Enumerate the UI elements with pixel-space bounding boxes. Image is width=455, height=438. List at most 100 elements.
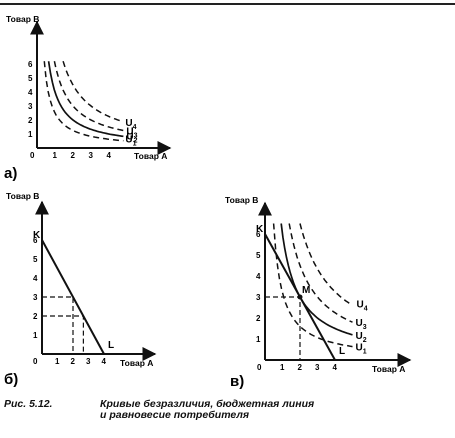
x-tick-label: 2 [71,357,76,366]
x-tick-label: 3 [89,151,94,160]
y-tick-label: 1 [256,335,261,344]
y-tick-label: 2 [33,312,38,321]
panel-a-x-title: Товар А [134,151,167,161]
y-tick-label: 6 [33,236,38,245]
y-tick-label: 6 [256,230,261,239]
panel-c-y-ticks: 1 2 3 4 5 6 [256,230,261,344]
caption-number: Рис. 5.12. [4,398,53,410]
x-tick-label: 1 [280,363,285,372]
indifference-curve [43,61,124,142]
x-tick-label: 2 [71,151,76,160]
panel-c-letter: в) [230,373,244,390]
curve-label: U3 [356,318,367,331]
curve-label-name: U [357,299,364,310]
curve-label-sub: 4 [133,124,137,131]
curve-label: U3 [126,127,137,140]
indifference-curve [47,61,124,138]
curve-label: U4 [357,299,368,312]
x-tick-label: 4 [333,363,338,372]
curve-label-sub: 3 [134,133,138,140]
y-tick-label: 2 [28,116,33,125]
curve-label-sub: 2 [363,337,367,344]
y-tick-label: 1 [28,130,33,139]
guide-line [42,296,74,354]
y-tick-label: 5 [28,74,33,83]
caption-text: Кривые безразличия, бюджетная линия и ра… [100,398,315,421]
guide-line [265,296,301,360]
panel-b-k-label: K [33,230,41,241]
y-tick-label: 1 [33,331,38,340]
panel-c-l-label: L [339,346,345,357]
curve-label-name: U [125,118,132,129]
panel-a-y-title: Товар В [6,14,39,24]
indifference-curve [280,223,353,336]
panel-b-x-title: Товар А [120,358,153,368]
indifference-curve [288,223,353,323]
y-tick-label: 6 [28,60,33,69]
panel-c-origin: 0 [257,363,262,372]
panel-b-y-title: Товар В [6,191,39,201]
panel-b-origin: 0 [33,357,38,366]
curve-label-sub: 2 [134,137,138,144]
curve-label-sub: 1 [363,349,367,356]
curve-label-sub: 4 [364,305,368,312]
curve-label-name: U [126,131,133,142]
panel-a-letter: а) [4,165,17,182]
panel-b: Товар В Товар А 0 1 2 3 4 1 2 3 4 5 6 K L б) [4,191,157,388]
curve-label: U2 [126,131,137,144]
panel-c-x-ticks: 1 2 3 4 [280,363,338,372]
x-tick-label: 4 [107,151,112,160]
y-tick-label: 4 [256,272,261,281]
panel-c-m-label: M [302,285,310,296]
panel-b-l-label: L [108,340,114,351]
panel-c-y-title: Товар В [225,195,258,205]
panel-c-equilibrium-point [297,294,303,300]
panel-a-x-ticks: 1 2 3 4 [53,151,112,160]
indifference-curve [299,223,353,307]
indifference-curve [62,60,124,123]
curve-label-name: U [356,343,363,354]
curve-label: U1 [356,343,367,356]
y-tick-label: 5 [256,251,261,260]
curve-label-name: U [356,318,363,329]
panel-b-y-ticks: 1 2 3 4 5 6 [33,236,38,340]
panel-b-letter: б) [4,371,18,388]
panel-c-guide-lines [265,296,301,360]
y-tick-label: 5 [33,255,38,264]
y-tick-label: 3 [256,293,261,302]
x-tick-label: 3 [86,357,91,366]
y-tick-label: 3 [33,293,38,302]
guide-line [42,315,84,354]
y-tick-label: 3 [28,102,33,111]
x-tick-label: 1 [55,357,60,366]
curve-label-name: U [356,331,363,342]
indifference-curve [272,223,353,348]
curve-label: U4 [125,118,136,131]
curve-label-name: U [126,127,133,138]
x-tick-label: 1 [53,151,58,160]
y-tick-label: 4 [33,274,38,283]
curve-label-name: U [125,135,132,146]
x-tick-label: 3 [315,363,320,372]
curve-label-sub: 3 [363,324,367,331]
panel-c-k-label: K [256,224,264,235]
curve-label: U2 [356,331,367,344]
y-tick-label: 2 [256,314,261,323]
curve-label-sub: 1 [133,141,137,148]
panel-c-x-title: Товар А [372,364,405,374]
top-rule [0,3,455,5]
curve-label: U1 [125,135,136,148]
panel-b-x-ticks: 1 2 3 4 [55,357,107,366]
x-tick-label: 2 [298,363,303,372]
y-tick-label: 4 [28,88,33,97]
x-tick-label: 4 [102,357,107,366]
panel-a-y-ticks: 1 2 3 4 5 6 [28,60,33,139]
indifference-curve [53,61,124,132]
panel-a-origin: 0 [30,151,35,160]
panel-b-budget-line [41,239,105,355]
